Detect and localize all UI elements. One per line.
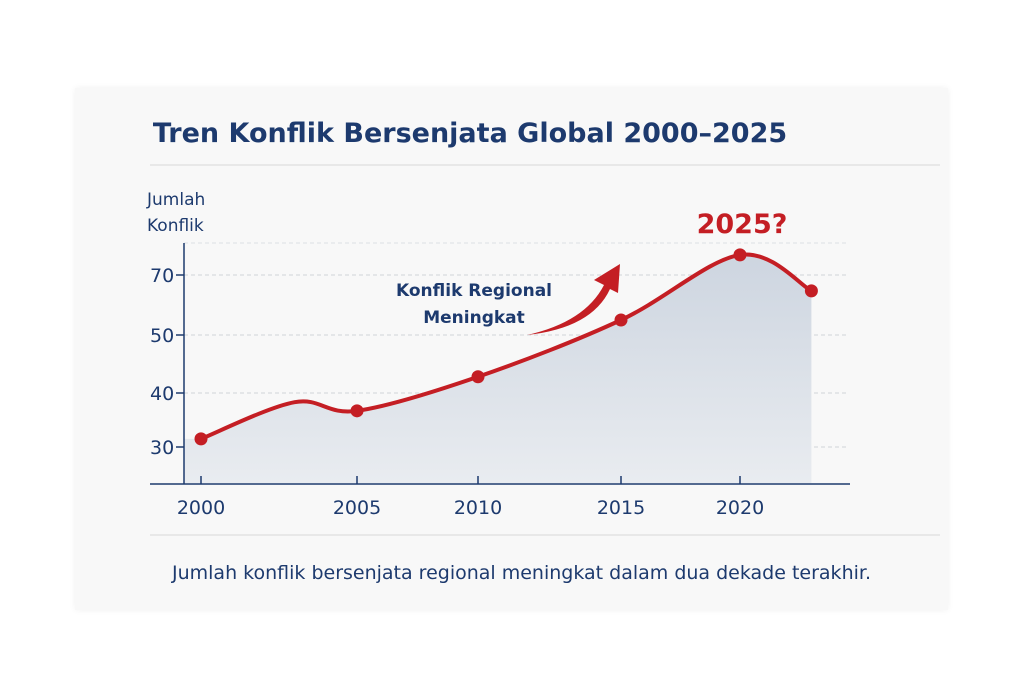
x-tick-label: 2005 [333, 497, 381, 519]
data-point [804, 284, 818, 298]
y-tick-label: 50 [150, 325, 174, 347]
data-point [471, 370, 485, 384]
trend-annotation-line: Meningkat [423, 308, 525, 328]
data-point [614, 313, 628, 327]
chart-title: Tren Konflik Bersenjata Global 2000–2025 [152, 118, 788, 149]
y-tick-label: 40 [150, 383, 174, 405]
y-axis-label: Jumlah Konflik [147, 187, 227, 239]
data-point [733, 248, 747, 262]
x-tick-label: 2020 [716, 497, 764, 519]
peak-annotation: 2025? [697, 209, 788, 240]
trend-arrow-icon [527, 264, 620, 335]
y-tick-label: 30 [150, 437, 174, 459]
area-fill [184, 254, 812, 483]
x-tick-label: 2010 [454, 497, 502, 519]
x-tick-label: 2015 [597, 497, 645, 519]
y-axis-label-text: Jumlah Konflik [147, 190, 206, 236]
data-point [350, 404, 364, 418]
x-tick-label: 2000 [177, 497, 225, 519]
y-tick-label: 70 [150, 265, 174, 287]
chart-caption: Jumlah konflik bersenjata regional menin… [172, 562, 871, 584]
data-point [194, 432, 208, 446]
trend-annotation-line: Konflik Regional [396, 281, 552, 301]
